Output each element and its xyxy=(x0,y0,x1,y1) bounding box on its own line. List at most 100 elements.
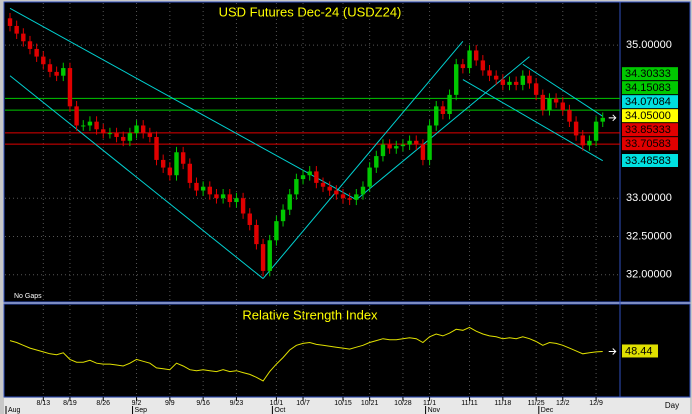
candle-body xyxy=(54,71,59,76)
candle-body xyxy=(533,83,539,95)
candle-body xyxy=(407,140,412,145)
candle-body xyxy=(560,102,565,111)
rsi-value-label: 48.44 xyxy=(625,345,653,357)
candle-body xyxy=(507,81,512,85)
level-label-box xyxy=(622,137,678,151)
candle-body xyxy=(194,182,199,191)
candle-body xyxy=(260,244,266,271)
candle-body xyxy=(280,209,286,222)
candle-body xyxy=(67,68,73,107)
x-tick-label: 8/19 xyxy=(63,400,77,407)
candle-body xyxy=(573,121,579,136)
candle-body xyxy=(141,125,146,134)
level-label-box xyxy=(622,154,678,168)
candle-body xyxy=(474,50,479,61)
candle-body xyxy=(254,224,259,245)
month-label: Sep xyxy=(135,407,148,414)
candle-body xyxy=(134,125,139,134)
level-label: 33.48583 xyxy=(625,155,671,167)
candle-body xyxy=(520,75,526,85)
candle-body xyxy=(513,81,519,85)
level-label: 34.30333 xyxy=(625,68,671,80)
x-tick-label: 9/2 xyxy=(132,400,142,407)
candle-body xyxy=(240,198,246,214)
candle-body xyxy=(587,140,592,146)
candle-body xyxy=(447,94,452,114)
level-label-box xyxy=(622,123,678,137)
candle-body xyxy=(227,194,232,203)
level-label: 34.05000 xyxy=(625,110,671,122)
candle-body xyxy=(493,75,499,80)
candle-body xyxy=(160,159,166,168)
candle-body xyxy=(180,152,186,164)
y-tick-label: 33.00000 xyxy=(626,192,672,204)
candle-body xyxy=(307,171,312,176)
x-tick-label: 8/26 xyxy=(96,400,110,407)
candle-body xyxy=(41,56,46,65)
candle-body xyxy=(47,64,53,72)
candle-body xyxy=(440,106,446,114)
current-price-arrow xyxy=(608,114,617,122)
candle-body xyxy=(7,18,13,26)
candle-body xyxy=(593,121,599,141)
candle-body xyxy=(174,152,179,176)
candle-body xyxy=(187,163,193,183)
chart-title: USD Futures Dec-24 (USDZ24) xyxy=(219,4,402,19)
candle-body xyxy=(460,64,466,69)
level-label-box xyxy=(622,81,678,95)
candle-body xyxy=(314,171,319,183)
level-label: 34.15083 xyxy=(625,82,671,94)
candle-body xyxy=(114,133,119,137)
candle-body xyxy=(467,50,472,69)
candle-body xyxy=(487,70,492,76)
rsi-value-box xyxy=(622,344,658,358)
candle-body xyxy=(247,213,252,225)
x-tick-label: 12/2 xyxy=(556,400,570,407)
candle-body xyxy=(347,198,352,200)
rsi-line xyxy=(9,326,603,382)
candle-body xyxy=(580,135,585,146)
x-tick-label: 11/25 xyxy=(528,400,545,407)
candle-body xyxy=(427,125,432,160)
date-axis xyxy=(4,398,690,414)
candle-body xyxy=(380,144,386,157)
month-label: Oct xyxy=(274,407,285,414)
trendline xyxy=(262,40,464,279)
trendline xyxy=(9,7,357,201)
month-label: Nov xyxy=(428,407,441,414)
x-tick-label: 12/9 xyxy=(589,400,603,407)
price-panel xyxy=(3,1,691,303)
month-label: Aug xyxy=(8,407,21,414)
candle-body xyxy=(600,117,605,122)
x-tick-label: 11/11 xyxy=(461,400,478,407)
candle-body xyxy=(121,136,126,141)
candle-body xyxy=(434,106,439,126)
x-unit-label: Day xyxy=(665,401,679,410)
candle-body xyxy=(374,156,379,168)
candle-body xyxy=(414,140,419,145)
candle-body xyxy=(354,194,359,200)
x-tick-label: 10/15 xyxy=(334,400,352,407)
candle-body xyxy=(214,194,219,199)
candle-body xyxy=(267,240,272,271)
y-tick-label: 32.00000 xyxy=(626,269,672,281)
x-tick-label: 10/21 xyxy=(361,400,379,407)
trendline xyxy=(9,75,264,279)
candle-body xyxy=(274,221,279,241)
y-tick-label: 32.50000 xyxy=(626,230,672,242)
candle-body xyxy=(27,41,33,49)
candle-body xyxy=(220,194,226,199)
candle-body xyxy=(107,133,113,135)
candle-body xyxy=(94,121,99,130)
candle-body xyxy=(540,94,545,111)
candle-body xyxy=(547,98,552,111)
candle-body xyxy=(101,129,106,134)
candle-body xyxy=(480,60,486,71)
trendline xyxy=(356,56,530,201)
candle-body xyxy=(334,190,339,195)
x-tick-label: 10/7 xyxy=(296,400,310,407)
candle-body xyxy=(567,110,572,122)
candle-body xyxy=(394,146,399,149)
x-tick-label: 9/9 xyxy=(165,400,175,407)
